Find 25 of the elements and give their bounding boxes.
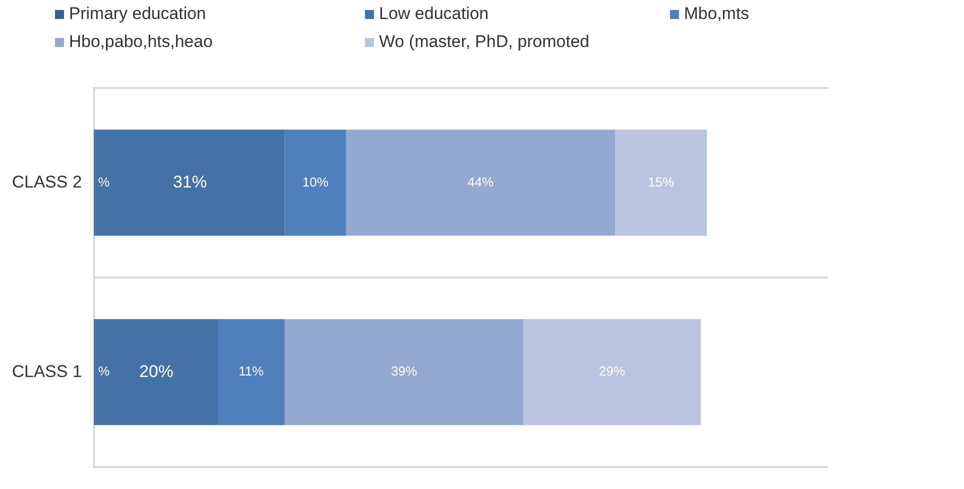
data-label: 15% — [648, 174, 674, 190]
legend-label: Hbo,pabo,hts,heao — [69, 32, 213, 51]
bar — [95, 130, 285, 236]
legend-label: Wo (master, PhD, promoted — [379, 32, 590, 51]
legend-label: Low education — [379, 4, 489, 23]
bar — [217, 319, 285, 426]
data-label: 31% — [172, 172, 207, 192]
data-label: 29% — [599, 364, 626, 379]
data-label: 10% — [302, 174, 329, 190]
bar — [523, 319, 701, 426]
bar — [346, 130, 616, 236]
bar — [95, 319, 218, 426]
data-label: 44% — [468, 174, 494, 190]
bar — [615, 130, 707, 236]
data-label: 11% — [238, 364, 264, 379]
legend-label: Mbo,mts — [684, 4, 750, 23]
data-label: 39% — [391, 364, 418, 379]
y-tick-label: CLASS 2 — [12, 172, 82, 192]
data-label: % — [98, 174, 110, 190]
legend-label: Primary education — [69, 4, 206, 23]
bar — [284, 130, 346, 236]
bar — [284, 319, 524, 426]
y-tick-label: CLASS 1 — [12, 362, 82, 381]
data-label: 20% — [139, 362, 174, 381]
data-label: % — [98, 364, 110, 379]
